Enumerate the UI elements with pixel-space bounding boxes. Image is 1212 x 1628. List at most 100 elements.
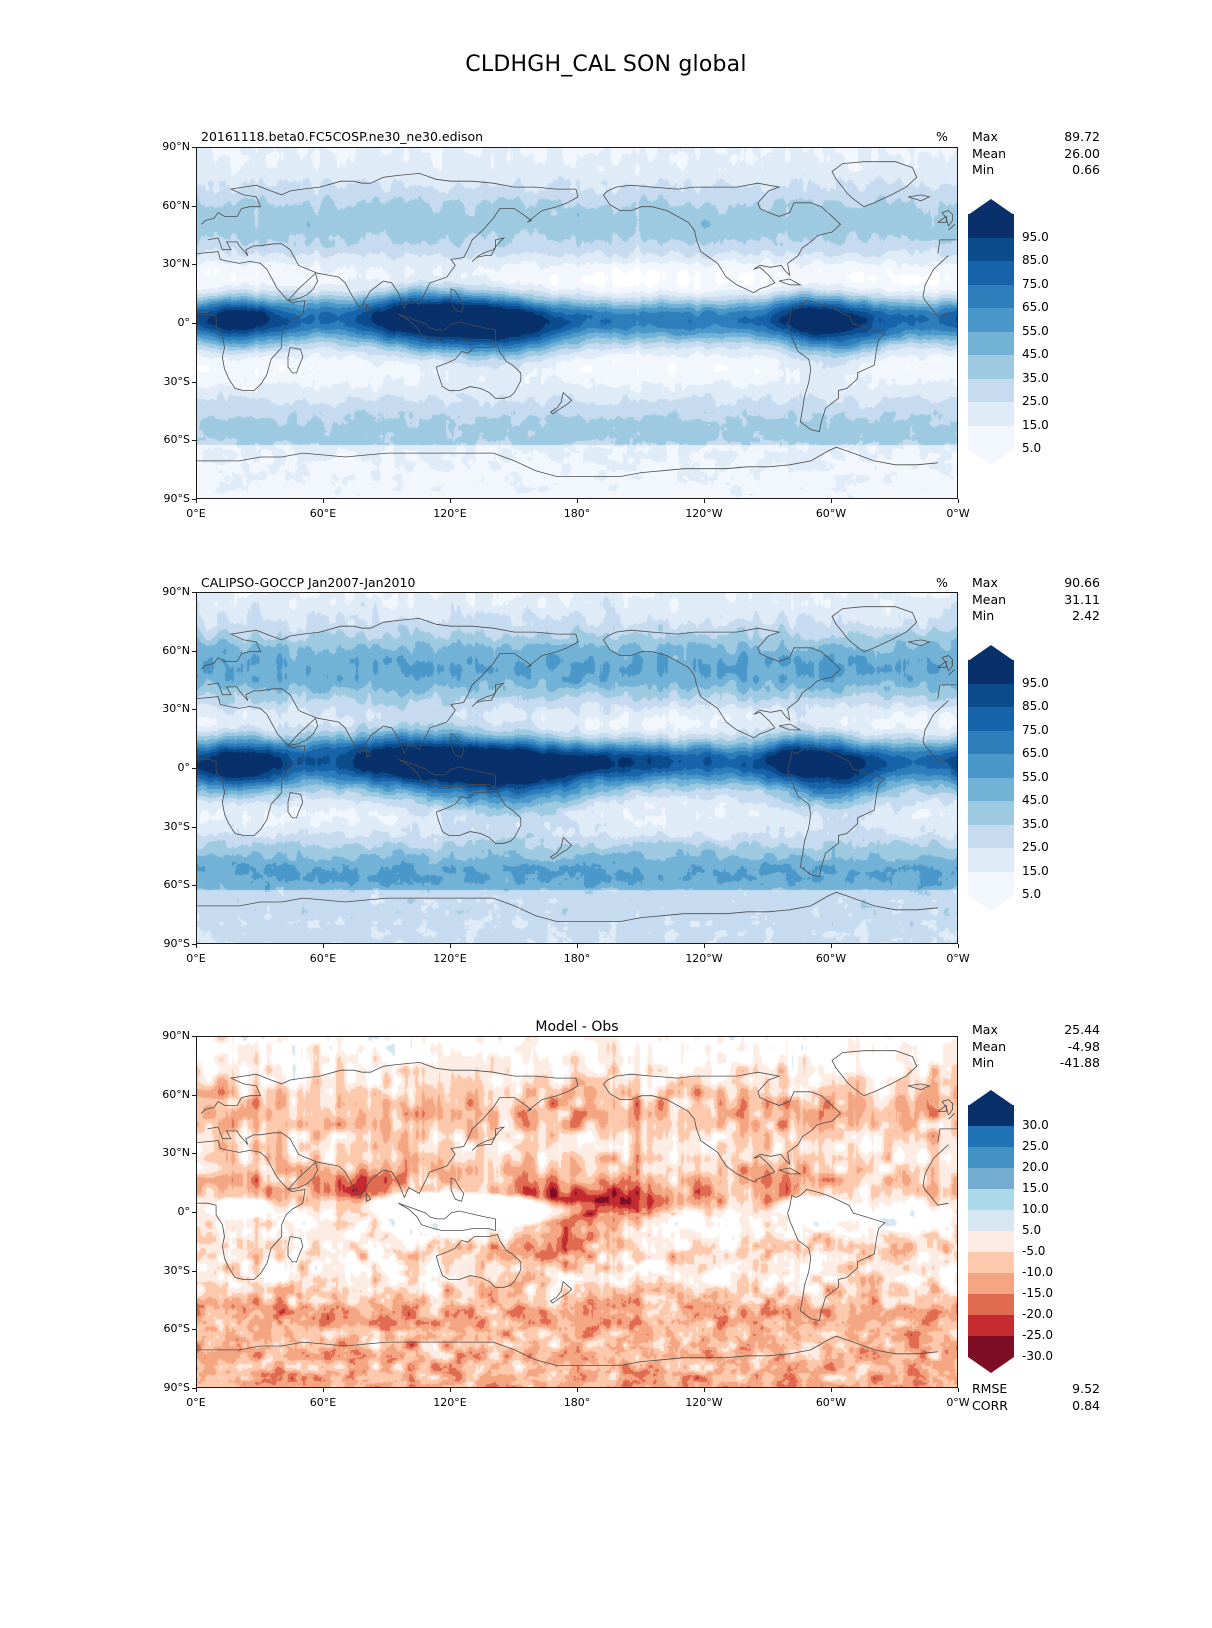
y-axis-tick-label: 30°N: [162, 1146, 190, 1160]
y-axis-tick-label: 0°: [177, 1205, 191, 1218]
x-axis-tick-label: 60°W: [815, 952, 847, 965]
colorbar-tick-label: 75.0: [1022, 722, 1049, 737]
x-axis-tick-mark: [704, 499, 705, 503]
x-axis-tick-label: 180°: [563, 507, 591, 520]
y-axis-tick-label: 30°S: [163, 1263, 190, 1277]
colorbar-band: [968, 1231, 1014, 1252]
x-axis-tick-label: 60°W: [815, 1396, 847, 1409]
colorbar-tick-label: 25.0: [1022, 394, 1049, 408]
colorbar-band: [968, 777, 1014, 801]
colorbar-band: [968, 355, 1014, 379]
y-axis-tick-label: 90°N: [162, 1029, 190, 1042]
colorbar-band: [968, 824, 1014, 848]
colorbar-tick-label: 75.0: [1022, 276, 1049, 291]
y-axis-tick-mark: [192, 768, 196, 769]
colorbar-band: [968, 237, 1014, 261]
x-axis-tick-mark: [196, 1388, 197, 1392]
x-axis-tick-label: 0°E: [186, 952, 206, 965]
colorbar-band: [968, 660, 1014, 684]
y-axis-tick-label: 60°S: [163, 878, 190, 892]
stat-value-max: 89.72: [1064, 129, 1100, 144]
stat-label-max: Max: [972, 575, 998, 590]
stat-label-min: Min: [972, 1055, 995, 1070]
stat-row-min: Min 0.66: [972, 162, 1100, 179]
y-axis-tick-label: 30°N: [162, 257, 190, 271]
page-title: CLDHGH_CAL SON global: [465, 52, 747, 77]
y-axis-tick-mark: [192, 147, 196, 148]
coastline-layer: [197, 1050, 957, 1366]
panel-observation-title: CALIPSO-GOCCP Jan2007-Jan2010: [201, 575, 416, 590]
colorbar-band: [968, 308, 1014, 332]
x-axis-tick-label: 120°W: [685, 952, 723, 965]
colorbar-tick-label: 85.0: [1022, 699, 1049, 713]
stat-label-min: Min: [972, 608, 995, 623]
panel-observation-units: %: [936, 575, 948, 590]
y-axis-tick-mark: [192, 1329, 196, 1331]
colorbar-band: [968, 754, 1014, 778]
x-axis-tick-mark: [323, 499, 324, 503]
x-axis-tick-label: 60°E: [309, 507, 337, 520]
x-axis-tick-mark: [958, 944, 959, 948]
colorbar-tick-label: 5.0: [1022, 441, 1042, 455]
x-axis-tick-label: 0°W: [946, 952, 970, 965]
stat-row-mean: Mean 31.11: [972, 592, 1100, 609]
colorbar-band: [968, 683, 1014, 707]
x-axis-tick-mark: [196, 499, 197, 503]
stat-value-min: 0.66: [1072, 162, 1100, 177]
colorbar-tick-label: 25.0: [1022, 1139, 1049, 1153]
panel-model-units: %: [936, 129, 948, 144]
colorbar-tick-label: 65.0: [1022, 300, 1049, 314]
x-axis-tick-mark: [958, 499, 959, 503]
map-contour-layer: [197, 1037, 957, 1387]
stat-label-min: Min: [972, 162, 995, 177]
y-axis-tick-mark: [192, 826, 196, 828]
x-axis-tick-mark: [450, 499, 451, 503]
colorbar-band: [968, 331, 1014, 355]
colorbar-band: [968, 1105, 1014, 1126]
x-axis-tick-mark: [450, 944, 451, 948]
stat-row-max: Max 90.66: [972, 575, 1100, 592]
y-axis-tick-label: 0°: [177, 761, 191, 774]
x-axis-tick-label: 120°W: [685, 1396, 723, 1409]
metric-label-corr: CORR: [972, 1397, 1008, 1413]
colorbar-tick-label: 85.0: [1022, 253, 1049, 267]
stat-row-mean: Mean 26.00: [972, 146, 1100, 163]
stat-row-min: Min 2.42: [972, 608, 1100, 625]
x-axis-tick-label: 60°E: [309, 952, 337, 965]
y-axis-tick-label: 0°: [177, 316, 191, 329]
y-axis-tick-mark: [192, 592, 196, 593]
panel-model-title: 20161118.beta0.FC5COSP.ne30_ne30.edison: [201, 129, 484, 144]
y-axis-tick-mark: [192, 944, 196, 945]
panel-model-stats: Max 89.72 Mean 26.00 Min 0.66: [972, 129, 1100, 179]
stat-value-max: 90.66: [1064, 575, 1100, 590]
x-axis-tick-label: 120°E: [433, 1396, 467, 1409]
y-axis-tick-label: 30°S: [163, 374, 190, 388]
colorbar-band: [968, 730, 1014, 754]
x-axis-tick-mark: [704, 944, 705, 948]
y-axis-tick-label: 90°N: [162, 585, 190, 598]
metric-value-rmse: 9.52: [1072, 1381, 1100, 1396]
y-axis-tick-label: 30°S: [163, 819, 190, 833]
map-difference: [196, 1036, 958, 1388]
colorbar-tick-label: 35.0: [1022, 816, 1049, 831]
x-axis-tick-label: 0°W: [946, 507, 970, 520]
x-axis-tick-label: 60°E: [309, 1396, 337, 1409]
stat-label-mean: Mean: [972, 1038, 1007, 1054]
metric-row-rmse: RMSE 9.52: [972, 1381, 1100, 1398]
colorbar-tick-label: -20.0: [1022, 1307, 1054, 1321]
colorbar-band: [968, 1147, 1014, 1168]
stat-value-mean: -4.98: [1067, 1038, 1100, 1054]
y-axis-tick-label: 60°S: [163, 433, 190, 447]
colorbar-tick-label: 20.0: [1022, 1160, 1049, 1174]
stat-value-min: 2.42: [1072, 608, 1100, 623]
colorbar-band: [968, 261, 1014, 285]
y-axis-tick-label: 90°S: [163, 1381, 190, 1394]
map-contour-layer: [197, 148, 957, 498]
colorbar-band: [968, 1189, 1014, 1210]
metric-value-corr: 0.84: [1072, 1397, 1100, 1413]
stat-label-max: Max: [972, 1022, 998, 1037]
y-axis-tick-mark: [192, 1270, 196, 1272]
y-axis-tick-label: 90°S: [163, 937, 190, 950]
x-axis-tick-label: 120°W: [685, 507, 723, 520]
